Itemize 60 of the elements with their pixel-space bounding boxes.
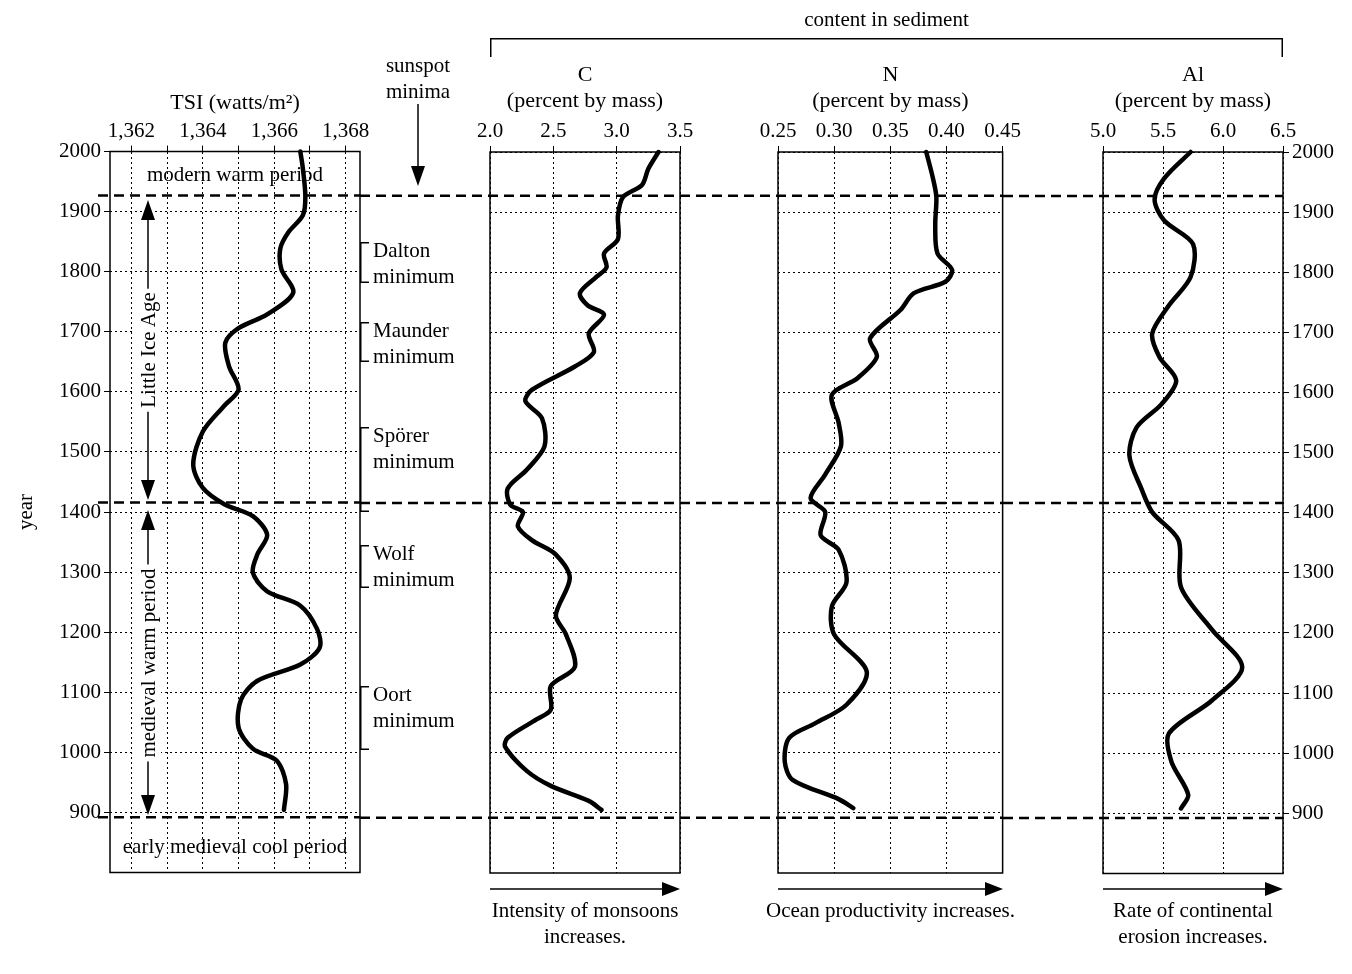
chart-title: TSI (watts/m²): [170, 89, 300, 115]
x-tick-label: 5.5: [1149, 117, 1177, 142]
chart-subtitle: (percent by mass): [812, 87, 969, 113]
text: sunspot minima: [384, 52, 452, 104]
x-tick-label: 2.0: [476, 117, 504, 142]
chart-title: Al: [1182, 60, 1204, 86]
y-tick-label: 1400: [59, 498, 101, 523]
annotation: medieval warm period: [135, 564, 161, 761]
y2-tick-label: 1600: [1292, 378, 1334, 403]
y-axis-title: year: [13, 494, 38, 531]
chart-subtitle: (percent by mass): [506, 87, 664, 113]
text: Spörer minimum: [373, 422, 456, 474]
x-tick-label: 1,368: [322, 117, 370, 142]
y-tick-label: 1300: [59, 558, 101, 583]
y2-tick-label: 1200: [1292, 619, 1334, 644]
x-tick-label: 0.45: [984, 117, 1021, 142]
text: Maunder minimum: [373, 317, 456, 369]
y-tick-label: 900: [69, 799, 101, 824]
x-tick-label: 0.25: [759, 117, 797, 142]
y2-tick-label: 1900: [1292, 198, 1334, 223]
y2-tick-label: 1100: [1292, 679, 1334, 704]
y2-tick-label: 1300: [1292, 559, 1334, 584]
y2-tick-label: 1800: [1292, 258, 1334, 283]
x-axis-title: Ocean productivity increases.: [765, 897, 1016, 923]
text: Oort minimum: [373, 681, 456, 733]
annotation: Little Ice Age: [135, 288, 161, 412]
y-tick-label: 1000: [59, 739, 101, 764]
x-tick-label: 3.5: [666, 117, 694, 142]
chart-title: C: [577, 60, 593, 86]
x-tick-label: 0.40: [928, 117, 965, 142]
y2-tick-label: 1500: [1292, 439, 1334, 464]
y2-tick-label: 1000: [1292, 739, 1334, 764]
text: Dalton minimum: [373, 237, 456, 289]
x-tick-label: 2.5: [540, 117, 567, 142]
y-tick-label: 1200: [59, 619, 101, 644]
y-tick-label: 1700: [59, 318, 101, 343]
annotation: early medieval cool period: [121, 833, 349, 859]
x-tick-label: 0.35: [871, 117, 909, 142]
y-tick-label: 1600: [59, 378, 101, 403]
y-tick-label: 1500: [59, 438, 101, 463]
x-tick-label: 3.0: [603, 117, 630, 142]
text: Wolf minimum: [373, 540, 456, 592]
x-axis-title: Intensity of monsoons increases.: [490, 897, 680, 949]
y-tick-label: 1100: [59, 679, 101, 704]
x-tick-label: 0.30: [815, 117, 853, 142]
x-axis-title: Rate of continental erosion increases.: [1112, 897, 1274, 949]
y-tick-label: 2000: [59, 138, 101, 163]
x-tick-label: 5.0: [1089, 117, 1117, 142]
chart-title: N: [882, 60, 899, 86]
y-tick-label: 1800: [59, 258, 101, 283]
chart-subtitle: (percent by mass): [1114, 87, 1272, 113]
y-tick-label: 1900: [59, 198, 101, 223]
y2-tick-label: 1400: [1292, 499, 1334, 524]
y2-tick-label: 1700: [1292, 318, 1334, 343]
text: content in sediment: [803, 6, 970, 32]
x-tick-label: 6.0: [1209, 117, 1237, 142]
y2-tick-label: 900: [1292, 799, 1324, 824]
x-tick-label: 1,364: [179, 117, 227, 142]
x-tick-label: 1,366: [250, 117, 298, 142]
x-tick-label: 1,362: [107, 117, 156, 142]
